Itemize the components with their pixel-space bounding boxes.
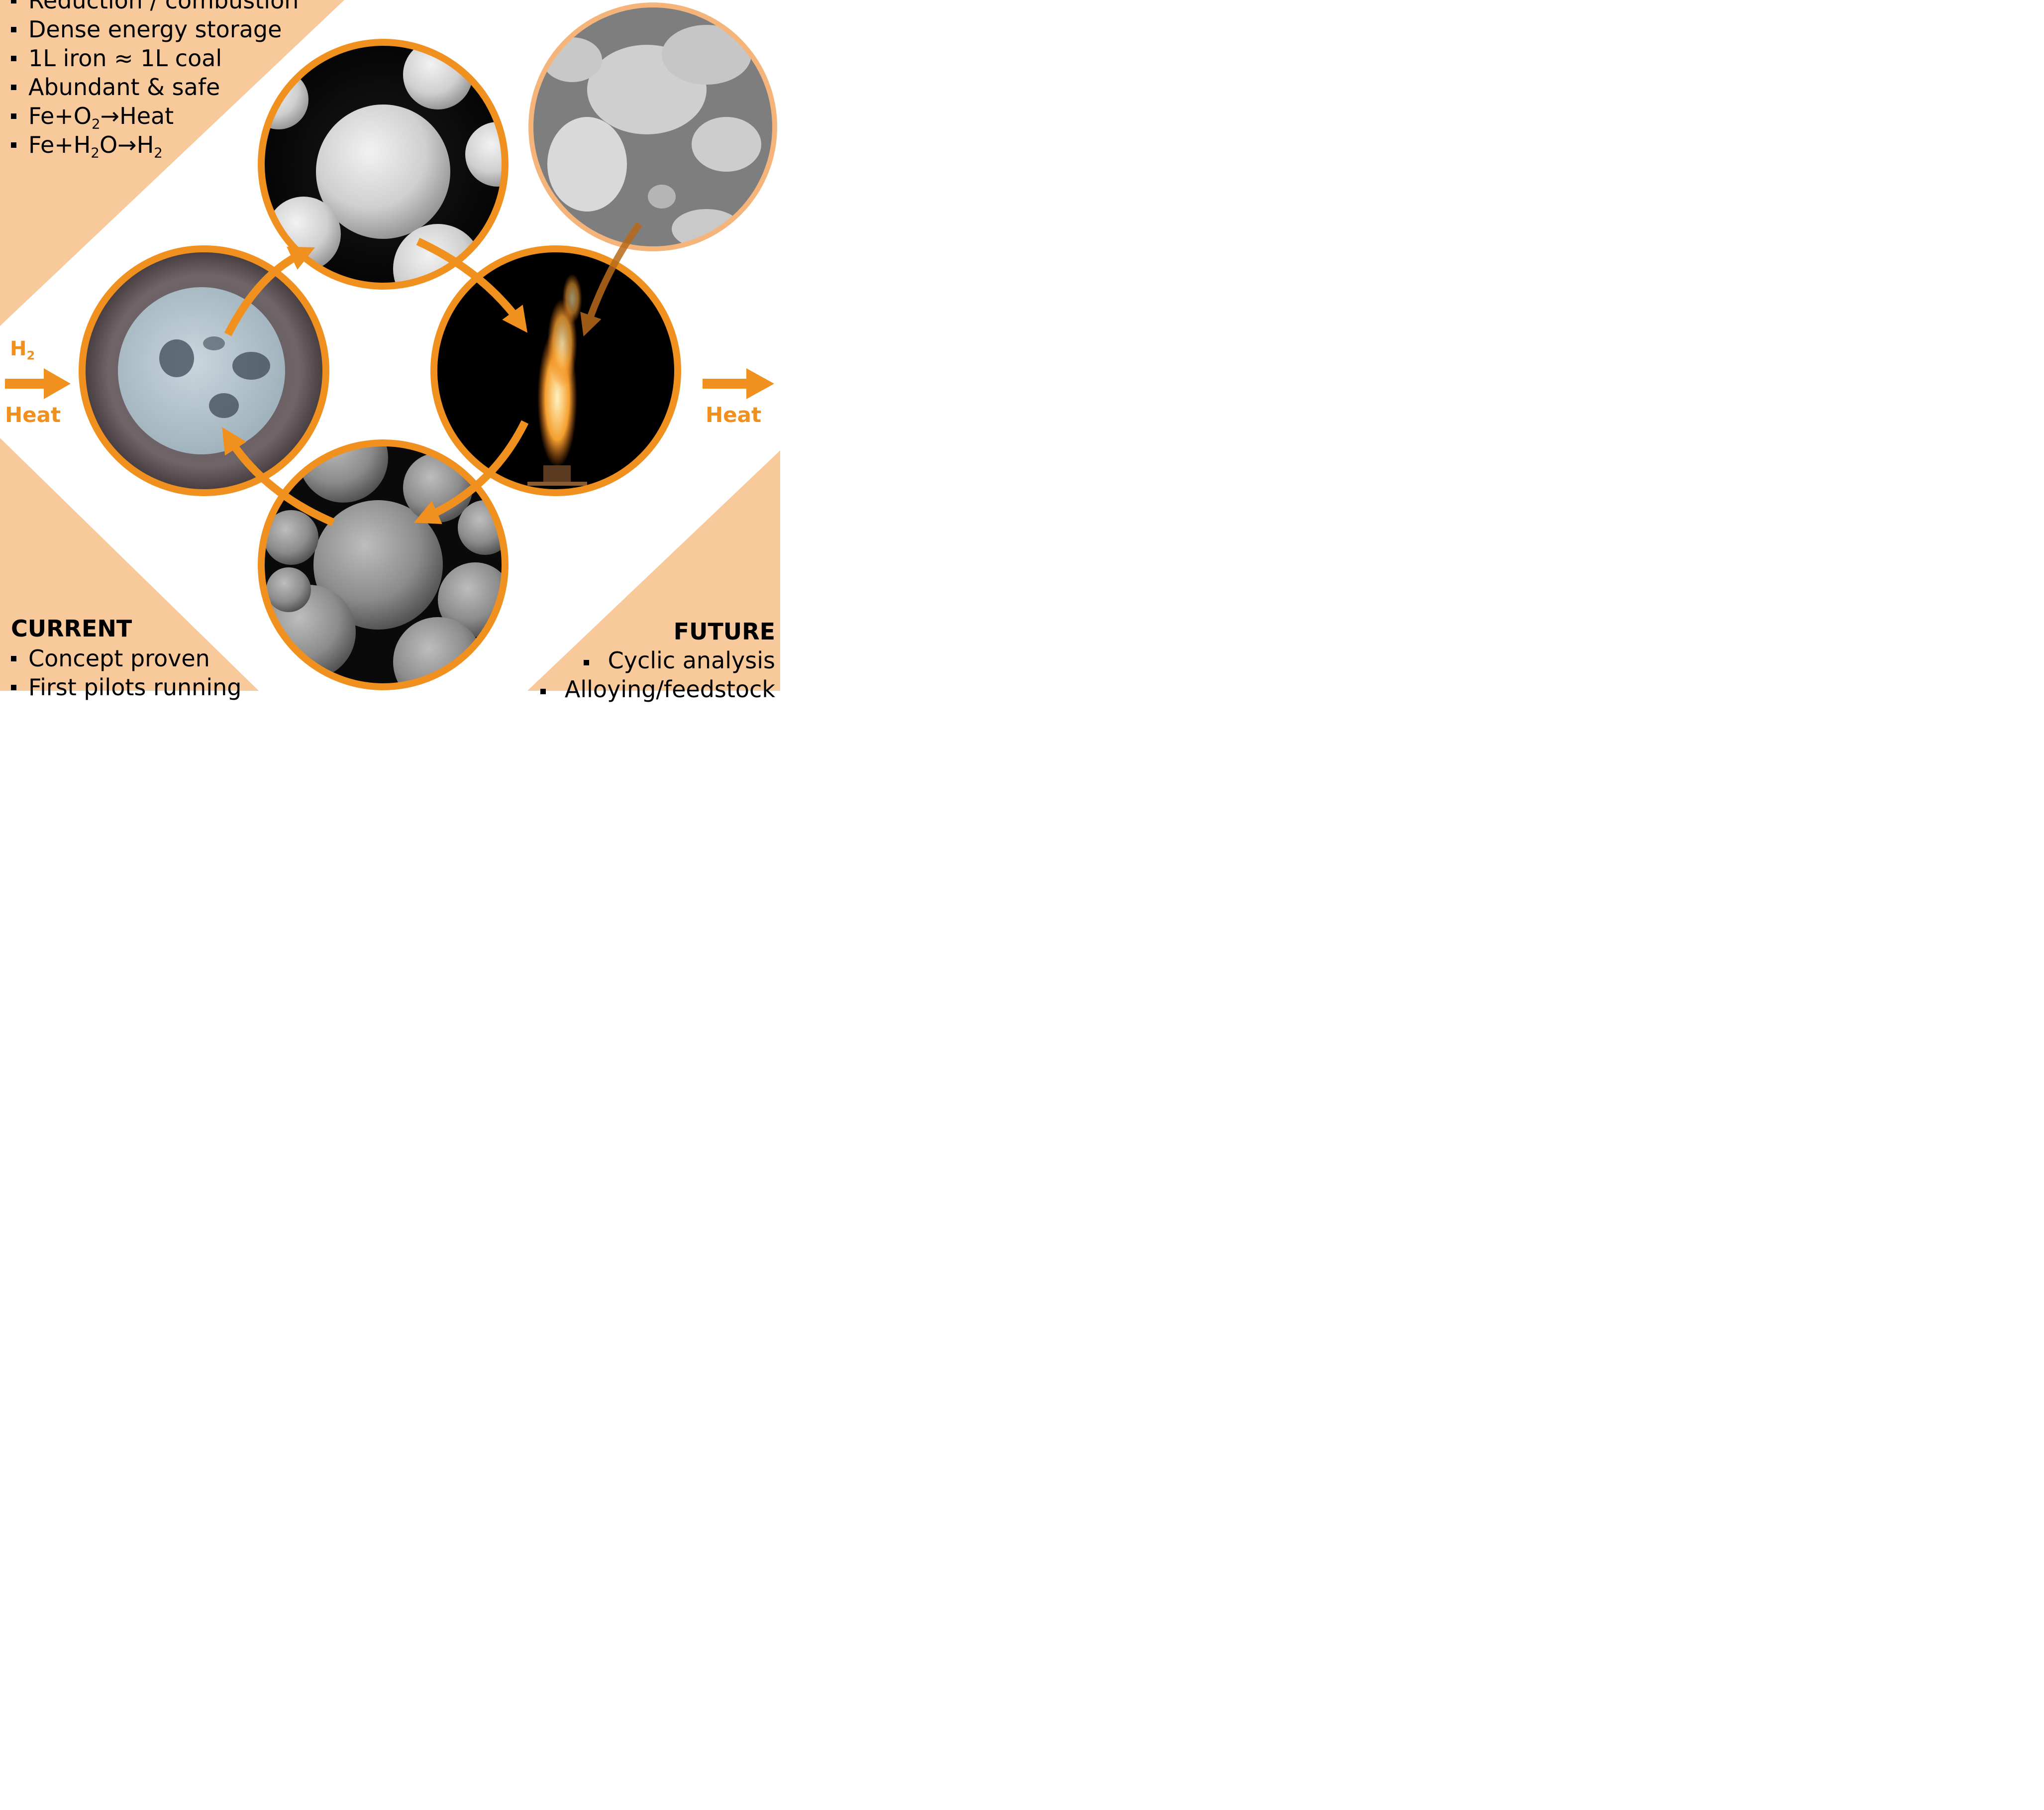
arrow-left-to-top-icon [224, 246, 315, 336]
list-item: Concept proven [0, 644, 241, 673]
future-list: Cyclic analysis Alloying/feedstock [540, 646, 775, 704]
input-right-arrow-icon [5, 368, 71, 399]
list-item: Cyclic analysis [540, 646, 775, 675]
future-heading: FUTURE [673, 618, 775, 645]
top-right-circle-ring [528, 2, 777, 251]
arrow-feedstock-icon [580, 221, 642, 337]
current-heading: CURRENT [11, 615, 132, 642]
bottom-micrograph [261, 443, 505, 687]
right-photo [434, 249, 678, 493]
top-micrograph [261, 42, 505, 286]
arrow-right-to-bottom-icon [413, 420, 529, 524]
left-photo [82, 249, 326, 493]
top-right-micrograph [531, 5, 775, 249]
arrow-bottom-to-left-icon [222, 427, 335, 527]
list-item: First pilots running [0, 673, 241, 702]
top-circle-ring [258, 39, 509, 290]
list-item: Abundant & safe [0, 73, 299, 102]
current-list: Concept proven First pilots running [0, 644, 241, 702]
bottom-left-panel [0, 438, 259, 691]
bottom-circle-ring [258, 439, 509, 690]
right-circle-ring [430, 245, 681, 496]
benefits-list: Reduction / combustion Dense energy stor… [0, 0, 299, 160]
list-item: Dense energy storage [0, 15, 299, 44]
list-item: 1L iron ≈ 1L coal [0, 44, 299, 73]
list-item: Fe+O2→Heat [0, 102, 299, 131]
left-circle-ring [79, 245, 329, 496]
bullet-icon [583, 660, 589, 665]
list-item: Reduction / combustion [0, 0, 299, 15]
arrow-top-to-right-icon [416, 237, 528, 333]
bullet-icon [540, 689, 546, 694]
input-heat-label: Heat [5, 403, 61, 427]
output-right-arrow-icon [703, 368, 774, 399]
list-item: Alloying/feedstock [540, 675, 775, 704]
diagram-scene [0, 0, 780, 691]
list-item: Fe+H2O→H2 [0, 130, 299, 160]
input-gas-label: H2 [10, 337, 35, 363]
output-heat-label: Heat [706, 403, 762, 427]
bottom-right-panel [527, 450, 780, 691]
top-left-panel [0, 0, 344, 326]
